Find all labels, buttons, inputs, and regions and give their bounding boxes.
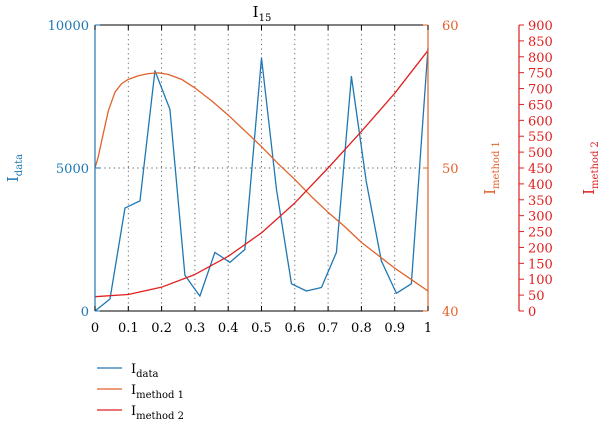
right2-tick-label-4: 200 xyxy=(528,241,553,256)
right2-tick-label-10: 500 xyxy=(528,146,553,161)
right2-tick-label-1: 50 xyxy=(528,289,545,304)
x-tick-label-1: 0.1 xyxy=(118,321,139,336)
chart-title: I15 xyxy=(253,3,272,24)
legend-label-method-2: Imethod 2 xyxy=(131,404,184,422)
right2-tick-label-3: 150 xyxy=(528,257,553,272)
legend-label-method-2-sub: method 2 xyxy=(136,411,184,422)
right2-tick-label-6: 300 xyxy=(528,210,553,225)
x-tick-label-8: 0.8 xyxy=(351,321,372,336)
right2-tick-label-8: 400 xyxy=(528,178,553,193)
x-tick-label-7: 0.7 xyxy=(318,321,339,336)
right-axis-1-title: Imethod 1 xyxy=(481,141,502,195)
x-tick-label-10: 1 xyxy=(424,321,432,336)
legend-label-method-1: Imethod 1 xyxy=(131,383,184,401)
x-tick-label-6: 0.6 xyxy=(284,321,305,336)
right2-tick-label-17: 850 xyxy=(528,35,553,50)
right1-tick-label-2: 60 xyxy=(442,19,459,34)
right-axis-1-title-sub: method 1 xyxy=(491,141,502,189)
left-tick-label-0: 0 xyxy=(81,305,89,320)
right2-tick-label-12: 600 xyxy=(528,114,553,129)
right2-tick-label-11: 550 xyxy=(528,130,553,145)
x-tick-label-3: 0.3 xyxy=(185,321,206,336)
right2-tick-label-16: 800 xyxy=(528,51,553,66)
left-axis-title: Idata xyxy=(4,154,25,182)
left-tick-label-2: 10000 xyxy=(48,19,89,34)
legend-label-method-2-main: I xyxy=(131,404,136,419)
right2-tick-label-5: 250 xyxy=(528,226,553,241)
right2-tick-label-18: 900 xyxy=(528,19,553,34)
legend-label-data-sub: data xyxy=(136,369,158,380)
x-tick-label-5: 0.5 xyxy=(251,321,272,336)
x-tick-label-9: 0.9 xyxy=(384,321,405,336)
series-line-0 xyxy=(94,47,429,312)
legend-label-data-main: I xyxy=(131,362,136,377)
series-line-2 xyxy=(94,50,429,298)
x-tick-label-2: 0.2 xyxy=(151,321,172,336)
left-axis-title-main: I xyxy=(4,176,22,182)
right2-tick-label-9: 450 xyxy=(528,162,553,177)
series-line-1 xyxy=(94,72,429,292)
right1-tick-label-1: 50 xyxy=(442,162,459,177)
chart-title-main: I xyxy=(253,3,259,21)
right-axis-1-title-main: I xyxy=(481,189,499,195)
right2-tick-label-7: 350 xyxy=(528,194,553,209)
right2-tick-label-13: 650 xyxy=(528,98,553,113)
legend: Idata Imethod 1 Imethod 2 xyxy=(97,362,184,422)
left-tick-label-1: 5000 xyxy=(56,162,89,177)
x-tick-label-0: 0 xyxy=(91,321,99,336)
right1-tick-label-0: 40 xyxy=(442,305,459,320)
right2-tick-label-14: 700 xyxy=(528,83,553,98)
legend-label-method-1-main: I xyxy=(131,383,136,398)
chart-title-sub: 15 xyxy=(259,13,272,24)
right2-tick-label-15: 750 xyxy=(528,67,553,82)
right2-tick-label-2: 100 xyxy=(528,273,553,288)
legend-label-data: Idata xyxy=(131,362,159,380)
right-axis-2-title-sub: method 2 xyxy=(590,141,600,189)
legend-label-method-1-sub: method 1 xyxy=(136,390,184,401)
right2-tick-label-0: 0 xyxy=(528,305,536,320)
right-axis-2-title-main: I xyxy=(580,189,598,195)
x-tick-label-4: 0.4 xyxy=(218,321,239,336)
right-axis-2-title: Imethod 2 xyxy=(580,141,600,195)
left-axis-title-sub: data xyxy=(14,154,25,176)
